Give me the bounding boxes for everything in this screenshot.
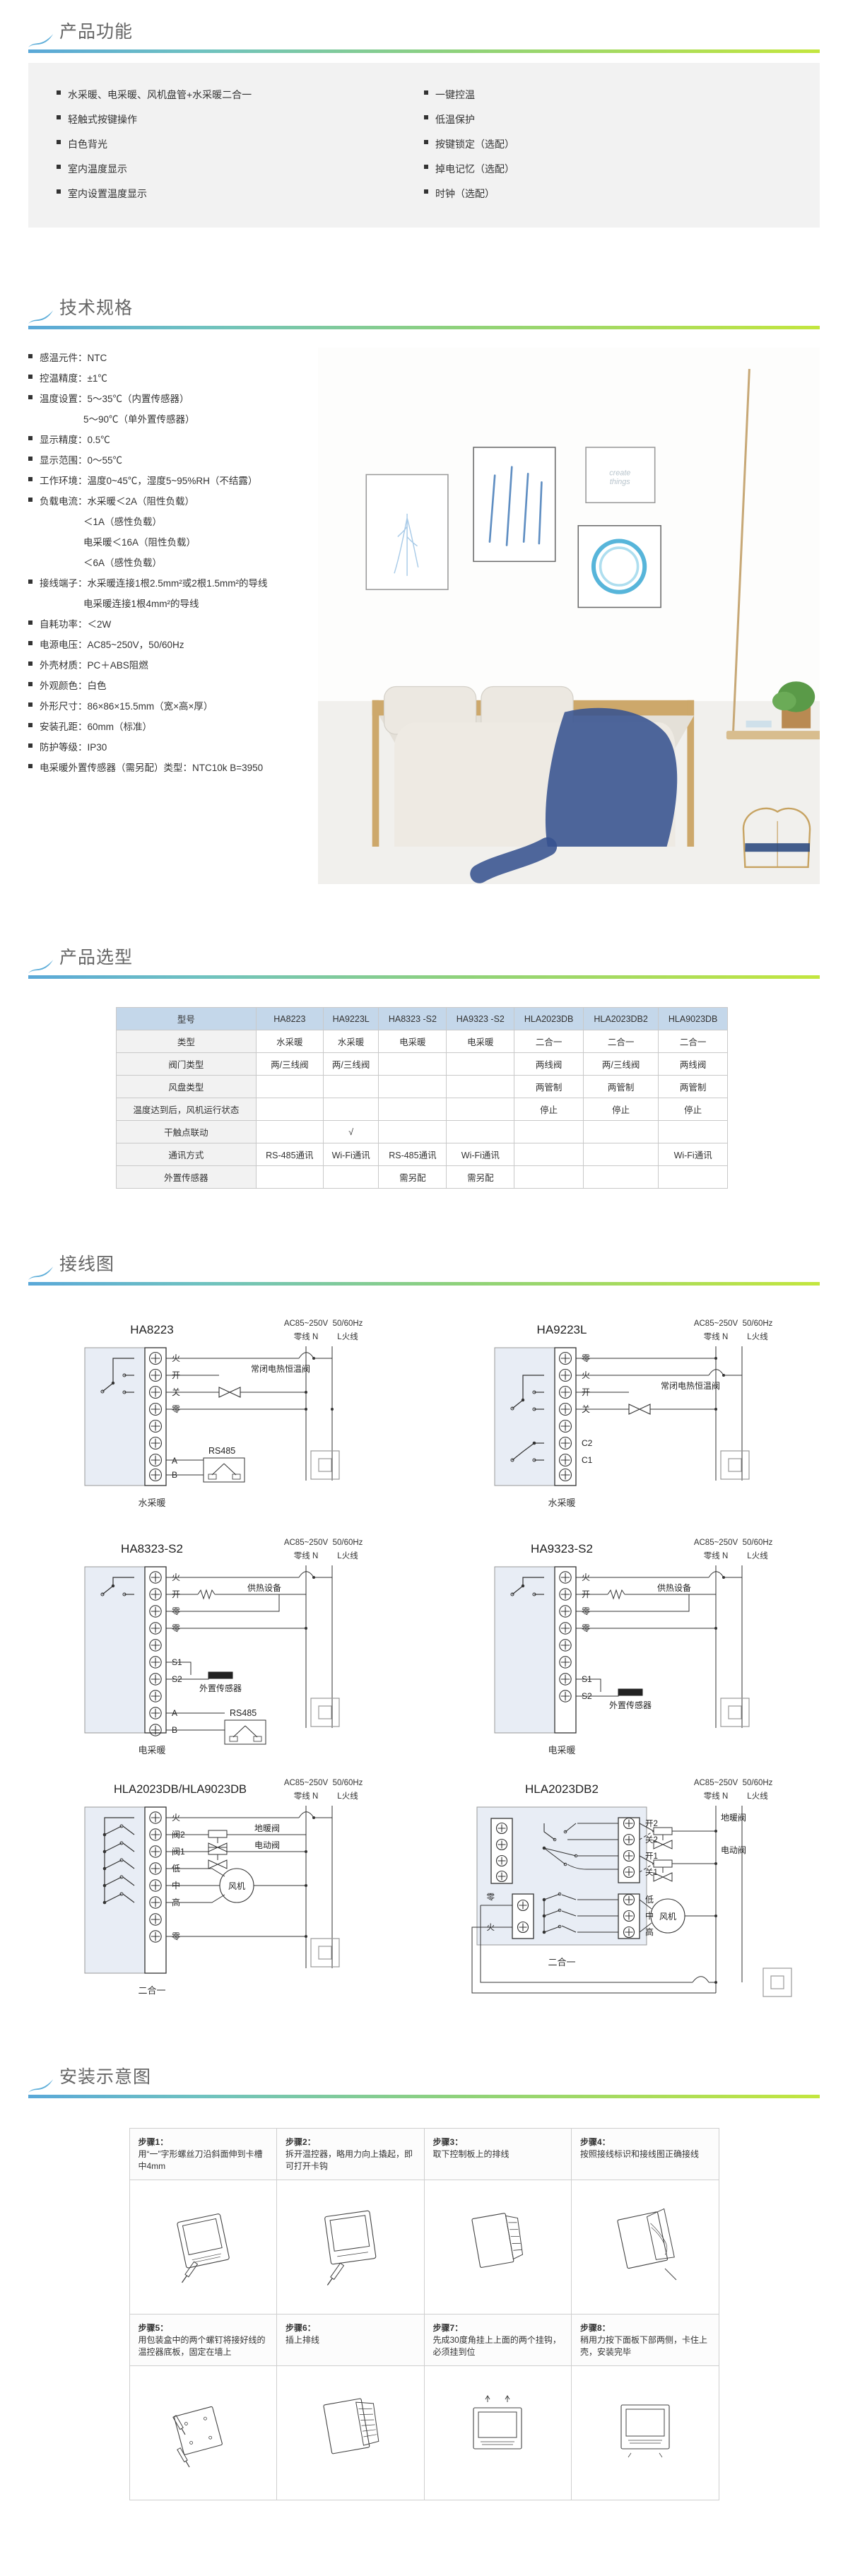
svg-text:HA8223: HA8223: [130, 1323, 173, 1336]
svg-text:HLA2023DB2: HLA2023DB2: [525, 1782, 599, 1796]
svg-text:A: A: [172, 1456, 177, 1466]
svg-text:地暖阀: 地暖阀: [254, 1823, 280, 1833]
svg-text:HLA2023DB/HLA9023DB: HLA2023DB/HLA9023DB: [114, 1783, 247, 1796]
svg-text:高: 高: [645, 1927, 654, 1937]
svg-text:零线 N: 零线 N: [294, 1331, 319, 1341]
svg-text:L火线: L火线: [337, 1331, 358, 1341]
svg-text:create: create: [609, 469, 630, 478]
svg-text:关1: 关1: [645, 1867, 658, 1877]
svg-text:中: 中: [645, 1910, 654, 1921]
svg-text:50/60Hz: 50/60Hz: [333, 1779, 363, 1787]
svg-text:低: 低: [645, 1895, 654, 1905]
svg-text:AC85~250V: AC85~250V: [694, 1539, 738, 1547]
svg-text:二合一: 二合一: [548, 1957, 575, 1968]
svg-text:外置传感器: 外置传感器: [609, 1700, 652, 1710]
svg-text:开2: 开2: [645, 1820, 658, 1828]
svg-text:C1: C1: [582, 1455, 593, 1465]
svg-text:C2: C2: [582, 1438, 593, 1448]
svg-text:L火线: L火线: [747, 1551, 768, 1560]
svg-text:RS485: RS485: [230, 1708, 257, 1718]
svg-text:二合一: 二合一: [138, 1985, 165, 1996]
svg-text:50/60Hz: 50/60Hz: [333, 1539, 363, 1547]
svg-text:水采暖: 水采暖: [548, 1498, 575, 1508]
svg-text:AC85~250V: AC85~250V: [284, 1779, 329, 1787]
svg-text:关2: 关2: [645, 1835, 658, 1845]
svg-text:things: things: [610, 478, 630, 486]
svg-text:零线 N: 零线 N: [704, 1791, 729, 1801]
svg-text:外置传感器: 外置传感器: [199, 1683, 242, 1693]
svg-text:零线 N: 零线 N: [294, 1791, 319, 1801]
svg-text:电采暖: 电采暖: [548, 1745, 575, 1755]
svg-text:L火线: L火线: [747, 1791, 768, 1801]
svg-text:L火线: L火线: [337, 1791, 358, 1801]
svg-text:零线 N: 零线 N: [704, 1551, 729, 1560]
svg-text:风机: 风机: [659, 1912, 676, 1922]
svg-text:风机: 风机: [228, 1881, 245, 1891]
svg-text:水采暖: 水采暖: [138, 1498, 165, 1508]
svg-text:AC85~250V: AC85~250V: [284, 1539, 329, 1547]
svg-text:供热设备: 供热设备: [247, 1583, 281, 1593]
svg-text:50/60Hz: 50/60Hz: [743, 1319, 773, 1328]
svg-text:L火线: L火线: [337, 1551, 358, 1560]
svg-text:电动阀: 电动阀: [721, 1845, 746, 1855]
svg-text:HA8323-S2: HA8323-S2: [121, 1542, 183, 1555]
svg-text:AC85~250V: AC85~250V: [694, 1319, 738, 1328]
svg-text:零: 零: [487, 1893, 495, 1902]
svg-text:零线 N: 零线 N: [704, 1331, 729, 1341]
svg-text:地暖阀: 地暖阀: [721, 1813, 746, 1823]
svg-text:零线 N: 零线 N: [294, 1551, 319, 1560]
svg-text:50/60Hz: 50/60Hz: [743, 1779, 773, 1787]
svg-text:HA9223L: HA9223L: [537, 1323, 587, 1336]
svg-text:L火线: L火线: [747, 1331, 768, 1341]
svg-text:常闭电热恒温阀: 常闭电热恒温阀: [661, 1381, 720, 1391]
svg-text:供热设备: 供热设备: [657, 1583, 691, 1593]
svg-text:电动阀: 电动阀: [254, 1840, 280, 1850]
svg-text:电采暖: 电采暖: [138, 1745, 165, 1755]
svg-text:开1: 开1: [645, 1852, 658, 1861]
svg-text:常闭电热恒温阀: 常闭电热恒温阀: [251, 1364, 310, 1374]
svg-text:50/60Hz: 50/60Hz: [743, 1539, 773, 1547]
svg-text:HA9323-S2: HA9323-S2: [531, 1542, 593, 1555]
svg-text:RS485: RS485: [208, 1446, 235, 1456]
svg-text:AC85~250V: AC85~250V: [284, 1319, 329, 1328]
svg-text:AC85~250V: AC85~250V: [694, 1779, 738, 1787]
svg-text:50/60Hz: 50/60Hz: [333, 1319, 363, 1328]
